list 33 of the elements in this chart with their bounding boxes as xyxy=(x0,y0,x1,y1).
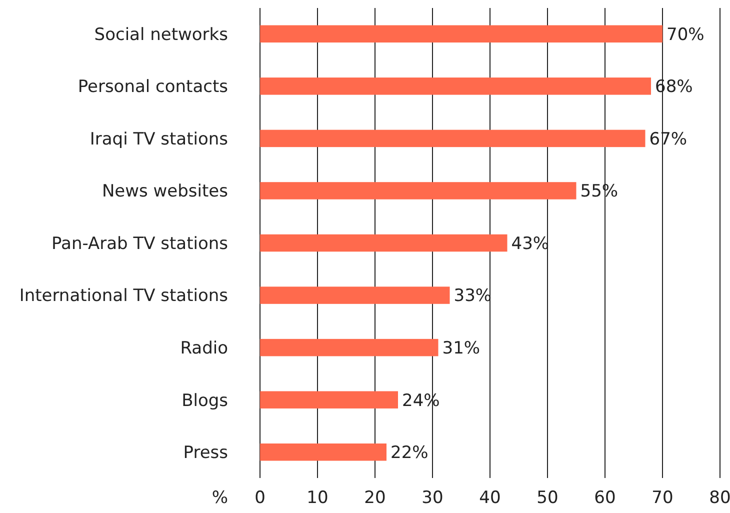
y-tick-label: Personal contacts xyxy=(78,77,228,98)
bar xyxy=(260,78,651,95)
data-label: 33% xyxy=(454,286,492,306)
bar xyxy=(260,234,508,252)
x-tick-label: 40 xyxy=(479,488,501,508)
data-label: 70% xyxy=(666,24,704,45)
x-tick-label: 30 xyxy=(422,488,444,508)
y-tick-label: Social networks xyxy=(94,24,228,45)
data-label: 43% xyxy=(511,234,550,254)
y-tick-label: Radio xyxy=(180,338,228,359)
y-tick-label: International TV stations xyxy=(19,286,228,306)
y-tick-label: News websites xyxy=(102,182,228,202)
x-tick-label: 0 xyxy=(254,488,266,508)
bar xyxy=(260,182,576,200)
bar xyxy=(260,25,662,43)
bar xyxy=(260,338,438,356)
x-tick-label: 20 xyxy=(364,488,386,508)
x-tick-label: 50 xyxy=(536,488,558,508)
y-tick-label: Pan-Arab TV stations xyxy=(52,234,228,254)
x-tick-label: 70 xyxy=(652,488,674,508)
y-tick-label: Press xyxy=(183,443,228,464)
x-axis-title: % xyxy=(212,488,228,508)
bar xyxy=(260,130,646,148)
data-label: 22% xyxy=(390,443,428,464)
y-tick-label: Iraqi TV stations xyxy=(90,129,228,150)
y-tick-label: Blogs xyxy=(182,390,228,411)
x-tick-label: 80 xyxy=(709,488,730,508)
x-tick-label: 60 xyxy=(594,488,616,508)
x-tick-label: 10 xyxy=(306,488,328,508)
bar xyxy=(260,443,386,461)
data-label: 31% xyxy=(442,338,480,359)
bar xyxy=(260,286,450,304)
bar xyxy=(260,391,398,408)
